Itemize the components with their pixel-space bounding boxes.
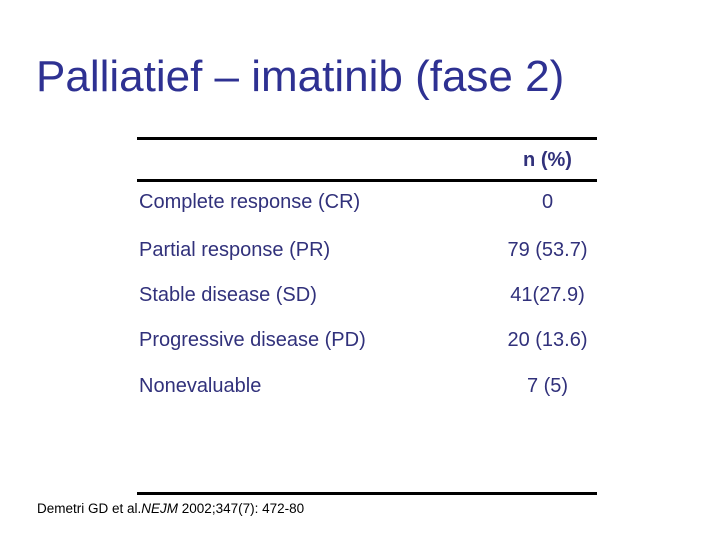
table-row: Stable disease (SD) 41(27.9) [137,284,597,308]
citation-authors: Demetri GD et al. [37,501,142,516]
row-value: 7 (5) [526,375,569,397]
citation: Demetri GD et al.NEJM 2002;347(7): 472-8… [37,500,304,517]
row-value: 79 (53.7) [507,239,588,261]
row-label: Partial response (PR) [139,239,331,261]
row-value: 41(27.9) [510,284,585,306]
table-top-rule [137,137,597,140]
table-row: Partial response (PR) 79 (53.7) [137,239,597,263]
row-value: 20 (13.6) [507,329,588,351]
row-label: Progressive disease (PD) [139,329,366,351]
results-table: n (%) Complete response (CR) 0 Partial r… [137,0,597,540]
table-bottom-rule [137,492,597,495]
citation-journal: NEJM [141,501,179,516]
row-label: Complete response (CR) [139,191,361,213]
table-header-rule [137,179,597,182]
table-row: Nonevaluable 7 (5) [137,375,597,399]
row-label: Stable disease (SD) [139,284,317,306]
row-label: Nonevaluable [139,375,262,397]
table-header-n-percent: n (%) [523,149,572,171]
table-row: Progressive disease (PD) 20 (13.6) [137,329,597,353]
table-row: Complete response (CR) 0 [137,191,597,215]
citation-ref: 2002;347(7): 472-80 [178,501,305,516]
row-value: 0 [541,191,554,213]
page-title: Palliatief – imatinib (fase 2) [36,52,565,101]
